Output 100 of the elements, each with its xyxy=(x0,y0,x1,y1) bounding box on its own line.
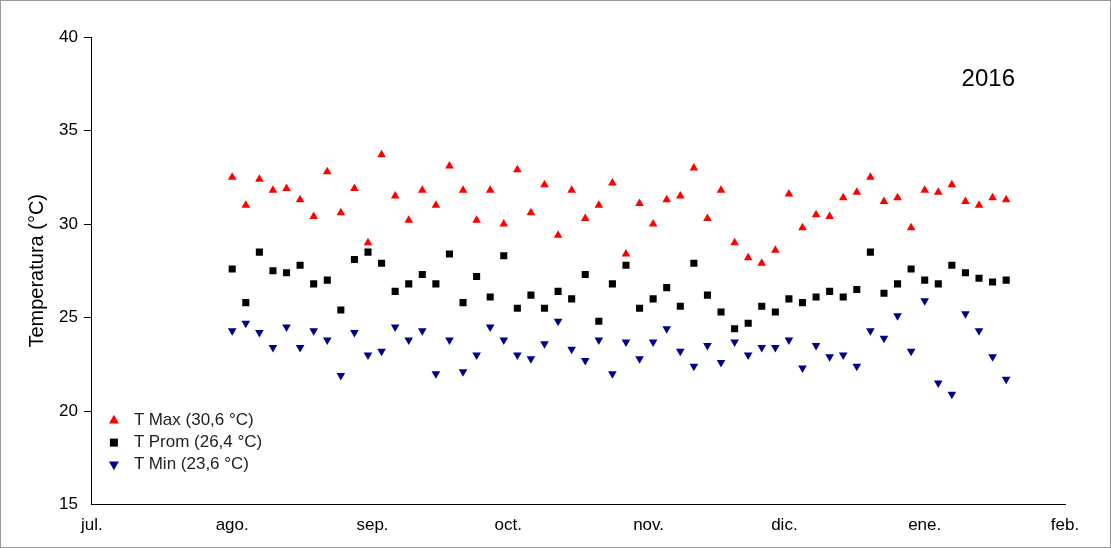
point xyxy=(703,291,711,299)
point xyxy=(363,352,373,360)
point xyxy=(838,192,848,201)
point xyxy=(622,261,630,269)
point xyxy=(744,319,752,327)
point xyxy=(486,293,494,301)
point xyxy=(377,348,386,357)
point xyxy=(784,189,794,197)
point xyxy=(282,324,291,332)
point xyxy=(933,187,943,195)
point xyxy=(988,192,997,201)
x-tick-label: sep. xyxy=(356,515,389,535)
point xyxy=(906,222,916,231)
point xyxy=(580,358,590,366)
point xyxy=(1001,376,1011,385)
x-tick-label: nov. xyxy=(633,515,665,535)
point xyxy=(703,213,712,221)
x-tick-label: dic. xyxy=(771,515,798,535)
point xyxy=(553,230,563,238)
y-tick-label: 35 xyxy=(58,120,78,140)
point xyxy=(322,337,332,346)
legend-label: T Max (30,6 °C) xyxy=(133,410,254,430)
point xyxy=(785,295,793,303)
point xyxy=(526,356,536,364)
point xyxy=(458,185,468,193)
point xyxy=(405,280,413,288)
point xyxy=(662,326,672,334)
y-axis-title: Temperatura (°C) xyxy=(24,194,47,348)
x-tick-label: feb. xyxy=(1050,515,1080,535)
point xyxy=(459,299,467,307)
annotation: 2016 xyxy=(961,63,1015,91)
point xyxy=(445,161,454,169)
point xyxy=(282,183,291,191)
point xyxy=(228,265,236,273)
point xyxy=(961,311,970,319)
point xyxy=(703,343,712,351)
point xyxy=(241,200,251,208)
point xyxy=(295,344,305,353)
point xyxy=(227,328,237,336)
point xyxy=(907,265,915,273)
point xyxy=(757,258,767,266)
x-tick-label: ago. xyxy=(215,515,249,535)
point xyxy=(309,211,319,220)
point xyxy=(1001,194,1011,203)
point xyxy=(893,192,902,201)
point xyxy=(811,209,821,218)
point xyxy=(866,172,875,180)
point xyxy=(743,252,753,261)
point xyxy=(526,207,536,216)
point xyxy=(825,211,834,220)
y-tick-label: 15 xyxy=(58,494,78,514)
point xyxy=(513,164,522,173)
point xyxy=(431,200,441,208)
point xyxy=(527,291,535,299)
point xyxy=(472,215,481,223)
point xyxy=(241,320,251,329)
point xyxy=(417,185,427,193)
point xyxy=(690,259,698,267)
point xyxy=(227,172,237,180)
point xyxy=(635,356,644,364)
point xyxy=(731,325,739,333)
point xyxy=(255,248,263,256)
point xyxy=(879,335,889,344)
point xyxy=(621,248,631,257)
point xyxy=(921,276,929,284)
point xyxy=(608,280,616,288)
point xyxy=(322,166,332,175)
point xyxy=(363,237,373,246)
point xyxy=(553,318,563,327)
point xyxy=(675,348,685,357)
point xyxy=(853,285,861,294)
y-tick-label: 20 xyxy=(58,400,78,420)
point xyxy=(404,215,414,223)
point xyxy=(920,298,930,306)
point xyxy=(513,304,521,312)
point xyxy=(608,177,617,186)
point xyxy=(866,328,875,336)
point xyxy=(648,339,658,347)
point xyxy=(812,293,820,301)
point xyxy=(500,252,508,260)
point xyxy=(499,337,509,346)
point xyxy=(893,313,902,321)
point xyxy=(826,287,834,295)
point xyxy=(784,337,794,346)
point xyxy=(974,328,984,336)
point xyxy=(743,352,753,360)
point xyxy=(310,280,318,288)
point xyxy=(649,295,657,303)
point xyxy=(906,348,916,357)
point xyxy=(378,259,386,267)
point xyxy=(580,213,590,221)
point xyxy=(798,299,807,307)
point xyxy=(635,198,644,206)
point xyxy=(961,196,970,205)
point xyxy=(879,196,889,205)
point xyxy=(295,194,305,203)
point xyxy=(540,304,549,312)
point xyxy=(689,363,699,372)
point xyxy=(445,250,453,258)
point xyxy=(431,371,441,379)
